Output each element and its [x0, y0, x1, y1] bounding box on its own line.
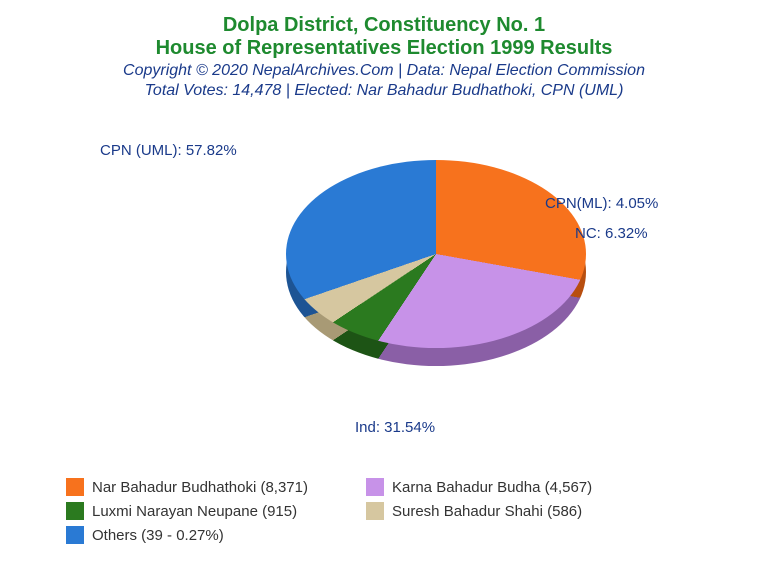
subtitle-totals: Total Votes: 14,478 | Elected: Nar Bahad…	[0, 82, 768, 100]
subtitle-copyright: Copyright © 2020 NepalArchives.Com | Dat…	[0, 62, 768, 80]
legend-text: Nar Bahadur Budhathoki (8,371)	[92, 479, 308, 496]
legend: Nar Bahadur Budhathoki (8,371) Karna Baha…	[66, 478, 706, 550]
legend-swatch	[366, 478, 384, 496]
title-line-2: House of Representatives Election 1999 R…	[0, 37, 768, 60]
slice-label: Ind: 31.54%	[355, 419, 435, 436]
legend-item: Others (39 - 0.27%)	[66, 526, 366, 544]
legend-item: Luxmi Narayan Neupane (915)	[66, 502, 366, 520]
legend-swatch	[366, 502, 384, 520]
legend-swatch	[66, 478, 84, 496]
title-block: Dolpa District, Constituency No. 1 House…	[0, 0, 768, 100]
legend-text: Luxmi Narayan Neupane (915)	[92, 503, 297, 520]
legend-text: Suresh Bahadur Shahi (586)	[392, 503, 582, 520]
pie-chart: CPN (UML): 57.82% Ind: 31.54% NC: 6.32% CPN…	[0, 110, 768, 450]
legend-row: Luxmi Narayan Neupane (915) Suresh Bahadu…	[66, 502, 706, 520]
legend-item: Nar Bahadur Budhathoki (8,371)	[66, 478, 366, 496]
slice-label: CPN (UML): 57.82%	[100, 142, 237, 159]
legend-row: Others (39 - 0.27%)	[66, 526, 706, 544]
legend-text: Karna Bahadur Budha (4,567)	[392, 479, 592, 496]
legend-item: Karna Bahadur Budha (4,567)	[366, 478, 666, 496]
legend-swatch	[66, 526, 84, 544]
slice-label: NC: 6.32%	[575, 225, 648, 242]
title-line-1: Dolpa District, Constituency No. 1	[0, 14, 768, 37]
legend-swatch	[66, 502, 84, 520]
pie-top	[286, 160, 586, 348]
slice-label: CPN(ML): 4.05%	[545, 195, 658, 212]
legend-item: Suresh Bahadur Shahi (586)	[366, 502, 666, 520]
legend-row: Nar Bahadur Budhathoki (8,371) Karna Baha…	[66, 478, 706, 496]
legend-text: Others (39 - 0.27%)	[92, 527, 224, 544]
